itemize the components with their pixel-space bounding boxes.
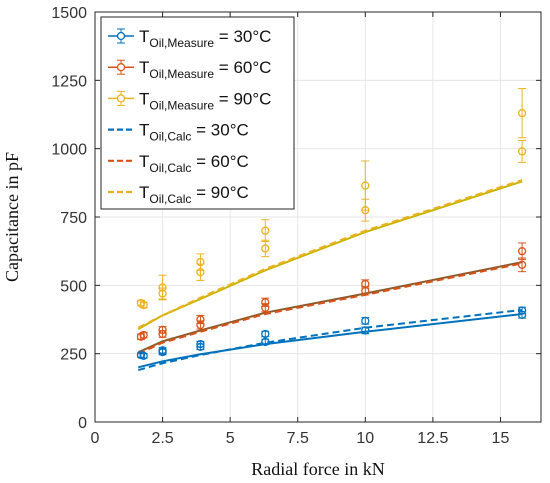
data-point — [361, 326, 370, 335]
x-tick-label: 12.5 — [417, 430, 448, 447]
calc-line — [137, 179, 523, 329]
axis-ticks: 0 2.5 5 7.5 10 12.5 15 0 250 500 750 1000 1250 1500 — [51, 5, 541, 447]
data-point — [261, 226, 270, 235]
data-point — [158, 347, 167, 357]
legend-label-main: T — [139, 27, 149, 46]
fit-line — [138, 313, 523, 369]
legend-label-suffix: = 30°C — [191, 121, 248, 140]
legend-label-main: T — [139, 152, 149, 171]
calc-line — [137, 308, 523, 372]
y-tick-label: 1500 — [51, 5, 87, 22]
fit-line — [137, 261, 523, 354]
data-point — [261, 244, 270, 253]
x-axis-label: Radial force in kN — [251, 459, 384, 479]
data-point — [361, 181, 370, 190]
legend-label-suffix: = 60°C — [191, 152, 248, 171]
legend-label: TOil,Calc = 60°C — [139, 152, 249, 175]
data-point — [261, 337, 270, 347]
data-point — [517, 247, 527, 256]
data-point — [158, 329, 167, 339]
x-tick-label: 15 — [492, 430, 510, 447]
legend-label-main: T — [139, 121, 149, 140]
legend-label: TOil,Measure = 30°C — [139, 27, 271, 50]
y-tick-label: 1250 — [51, 73, 87, 90]
legend-box — [100, 16, 295, 210]
data-point — [361, 316, 370, 326]
data-point — [158, 289, 167, 298]
data-point — [361, 206, 370, 215]
legend-label-sub: Oil,Calc — [149, 192, 191, 206]
legend-label-suffix: = 60°C — [214, 58, 271, 77]
calc-lines — [137, 179, 523, 372]
calc-line — [137, 262, 523, 355]
y-tick-label: 250 — [60, 347, 87, 364]
data-point — [517, 260, 527, 269]
legend-label-sub: Oil,Measure — [149, 36, 214, 50]
data-point — [517, 108, 527, 118]
legend-label: TOil,Calc = 90°C — [139, 183, 249, 206]
data-point — [517, 147, 527, 156]
legend-label-main: T — [139, 183, 149, 202]
data-point — [361, 286, 370, 295]
y-tick-label: 750 — [60, 210, 87, 227]
legend-label-sub: Oil,Calc — [149, 130, 191, 144]
data-point — [139, 300, 148, 310]
data-points — [136, 88, 527, 361]
legend-marker — [116, 63, 126, 72]
y-axis-label: Capacitance in pF — [2, 152, 22, 282]
data-point — [196, 342, 205, 351]
legend-label-sub: Oil,Measure — [149, 67, 214, 81]
data-point — [139, 330, 148, 340]
legend-label: TOil,Measure = 60°C — [139, 58, 271, 81]
y-tick-label: 500 — [60, 278, 87, 295]
legend-label-main: T — [139, 58, 149, 77]
y-tick-label: 1000 — [51, 142, 87, 159]
data-point — [261, 329, 270, 339]
legend-label-sub: Oil,Measure — [149, 98, 214, 112]
x-tick-label: 7.5 — [287, 430, 309, 447]
legend-label-suffix: = 90°C — [191, 183, 248, 202]
data-point — [261, 303, 270, 312]
data-point — [196, 320, 205, 330]
legend-label: TOil,Measure = 90°C — [139, 89, 271, 112]
x-tick-label: 5 — [226, 430, 235, 447]
legend-label-sub: Oil,Calc — [149, 161, 191, 175]
x-tick-label: 10 — [356, 430, 374, 447]
grid-lines — [95, 12, 541, 422]
legend-marker — [116, 94, 126, 103]
data-point — [196, 268, 205, 277]
legend-label-suffix: = 30°C — [214, 27, 271, 46]
legend-label-main: T — [139, 89, 149, 108]
data-point — [517, 310, 527, 320]
data-point — [139, 351, 148, 361]
legend-label-suffix: = 90°C — [214, 89, 271, 108]
legend-marker — [116, 31, 126, 41]
x-tick-label: 2.5 — [151, 430, 173, 447]
x-tick-label: 0 — [91, 430, 100, 447]
legend-label: TOil,Calc = 30°C — [139, 121, 249, 144]
y-tick-label: 0 — [78, 415, 87, 432]
